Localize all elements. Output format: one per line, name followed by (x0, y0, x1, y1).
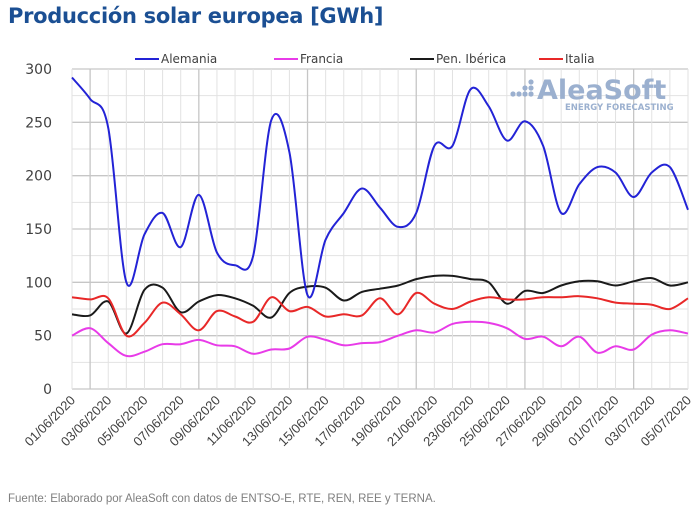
aleasoft-watermark: AleaSoft ENERGY FORECASTING (510, 75, 674, 113)
grid (71, 68, 689, 390)
y-tick-label: 150 (25, 222, 52, 238)
y-tick-label: 0 (43, 382, 52, 398)
watermark-tagline: ENERGY FORECASTING (565, 103, 674, 113)
chart-title: Producción solar europea [GWh] (8, 4, 384, 28)
y-tick-label: 300 (25, 62, 52, 78)
legend: Alemania Francia Pen. Ibérica Italia (135, 52, 595, 66)
watermark-brand: AleaSoft (537, 75, 666, 106)
legend-label-pen-ib-rica: Pen. Ibérica (436, 52, 506, 66)
series-line-pen-ib-rica (71, 274, 689, 335)
series-line-italia (71, 291, 689, 338)
y-tick-label: 250 (25, 115, 52, 131)
source-note: Fuente: Elaborado por AleaSoft con datos… (8, 493, 436, 505)
series-line-francia (71, 320, 689, 358)
y-tick-label: 100 (25, 275, 52, 291)
series-lines (71, 76, 689, 358)
legend-label-francia: Francia (300, 52, 343, 66)
y-tick-label: 50 (34, 329, 52, 345)
y-axis-ticks: 0 50 100 150 200 250 300 (25, 62, 52, 398)
legend-label-italia: Italia (565, 52, 595, 66)
y-tick-label: 200 (25, 169, 52, 185)
legend-label-alemania: Alemania (161, 52, 217, 66)
aleasoft-dots-icon (510, 79, 534, 97)
x-axis-ticks: 01/06/202003/06/202005/06/202007/06/2020… (21, 393, 694, 450)
